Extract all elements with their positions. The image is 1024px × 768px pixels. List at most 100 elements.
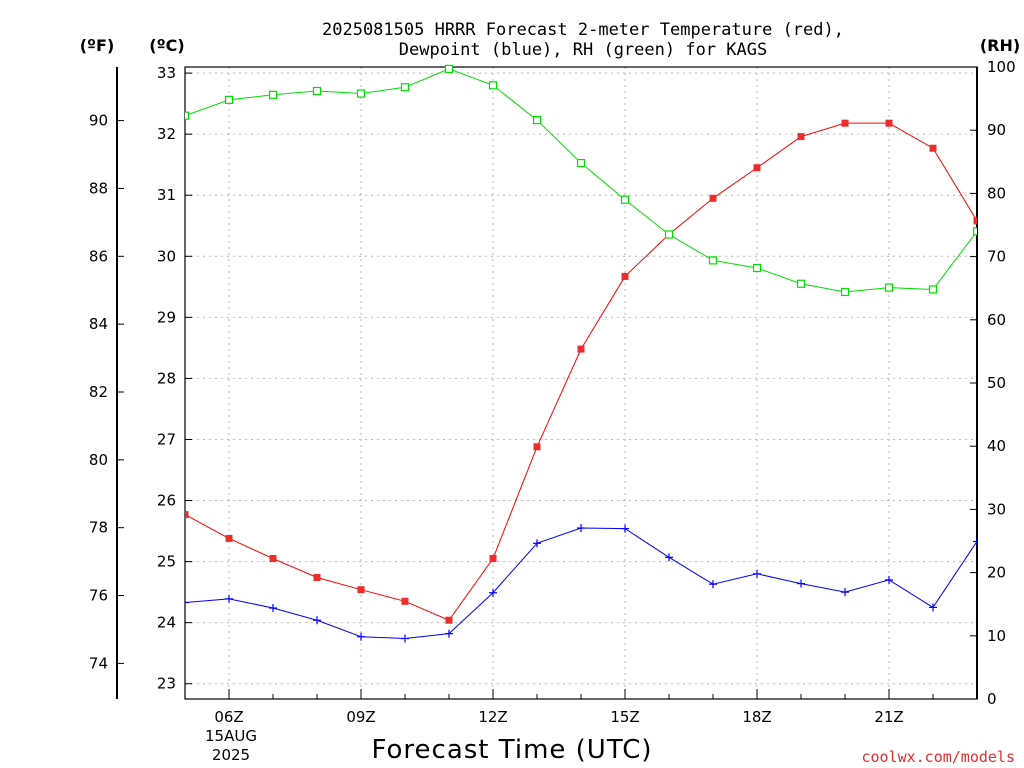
rh-tick-label: 30: [987, 500, 1006, 518]
dewpoint-point: [665, 553, 673, 562]
temperature-point: [885, 119, 893, 127]
rh-point: [708, 256, 718, 265]
rh-point: [884, 283, 894, 292]
dewpoint-point: [885, 575, 893, 584]
celsius-tick-label: 26: [157, 492, 176, 510]
rh-point: [400, 83, 410, 92]
fahrenheit-tick-label: 78: [89, 519, 108, 537]
rh-tick-label: 100: [987, 58, 1016, 76]
celsius-tick-label: 25: [157, 553, 176, 571]
chart-title-line-2: Dewpoint (blue), RH (green) for KAGS: [399, 40, 767, 60]
dewpoint-point: [973, 537, 977, 546]
dewpoint-point: [709, 580, 717, 589]
fahrenheit-tick-label: 76: [89, 587, 108, 605]
rh-point: [840, 287, 850, 297]
dewpoint-point: [269, 604, 277, 613]
celsius-unit-label: (ºC): [149, 36, 184, 55]
rh-point: [444, 64, 454, 73]
dewpoint-point: [489, 588, 497, 597]
axes: 23 24 25 26 27 28 29 30 31 32 33 74 76 78 80 82 84 86 88 90…: [89, 58, 1016, 726]
rh-unit-label: (RH): [980, 36, 1020, 55]
temperature-point: [753, 164, 761, 172]
dewpoint-line: [185, 527, 977, 640]
rh-point: [620, 195, 630, 204]
temperature-line: [185, 122, 977, 621]
rh-point: [312, 86, 322, 96]
celsius-tick-label: 24: [157, 614, 176, 632]
rh-point: [488, 81, 498, 90]
rh-tick-label: 60: [987, 311, 1006, 329]
fahrenheit-tick-label: 74: [89, 654, 108, 672]
rh-point: [224, 95, 234, 104]
dewpoint-point: [797, 579, 805, 588]
temperature-point: [489, 555, 497, 563]
credit-text: coolwx.com/models: [861, 748, 1015, 766]
x-tick-label: 18Z: [742, 708, 771, 726]
dewpoint-point: [577, 524, 585, 533]
temperature-point: [269, 555, 277, 563]
rh-tick-label: 0: [987, 690, 997, 708]
dewpoint-point: [841, 588, 849, 597]
rh-point: [752, 263, 762, 273]
rh-point: [268, 90, 278, 99]
dewpoint-point: [621, 524, 629, 533]
x-tick-label: 06Z: [214, 708, 243, 726]
temperature-point: [445, 616, 453, 624]
dewpoint-point: [357, 632, 365, 641]
dewpoint-point: [929, 603, 937, 612]
rh-tick-label: 40: [987, 437, 1006, 455]
rh-point: [532, 115, 542, 125]
x-tick-label: 09Z: [346, 708, 375, 726]
rh-tick-label: 80: [987, 184, 1006, 202]
temperature-point: [621, 272, 629, 280]
fahrenheit-tick-label: 88: [89, 179, 108, 197]
fahrenheit-tick-label: 86: [89, 247, 108, 265]
date-label-day: 15AUG: [205, 727, 257, 745]
rh-line: [185, 68, 977, 293]
date-label-year: 2025: [212, 746, 250, 764]
celsius-tick-label: 30: [157, 247, 176, 265]
celsius-tick-label: 31: [157, 186, 176, 204]
rh-point: [972, 227, 977, 236]
celsius-tick-label: 32: [157, 125, 176, 143]
celsius-tick-label: 28: [157, 369, 176, 387]
rh-point: [664, 230, 674, 239]
rh-point: [576, 158, 586, 168]
fahrenheit-tick-label: 90: [89, 112, 108, 130]
dewpoint-point: [401, 634, 409, 643]
dewpoint-point: [313, 616, 321, 625]
fahrenheit-tick-label: 84: [89, 315, 108, 333]
temperature-point: [401, 597, 409, 605]
x-tick-label: 15Z: [610, 708, 639, 726]
fahrenheit-tick-label: 80: [89, 451, 108, 469]
dewpoint-point: [225, 594, 233, 603]
temperature-point: [313, 573, 321, 581]
data-series: [185, 64, 977, 643]
dewpoint-point: [753, 569, 761, 578]
rh-tick-label: 70: [987, 248, 1006, 266]
rh-point: [356, 89, 366, 98]
dewpoint-point: [445, 629, 453, 638]
rh-point: [928, 285, 938, 294]
temperature-point: [709, 194, 717, 202]
rh-point: [185, 111, 190, 120]
x-axis-title: Forecast Time (UTC): [371, 735, 652, 765]
rh-tick-label: 50: [987, 374, 1006, 392]
temperature-point: [973, 217, 977, 225]
rh-tick-label: 20: [987, 564, 1006, 582]
temperature-point: [841, 119, 849, 127]
celsius-tick-label: 29: [157, 308, 176, 326]
fahrenheit-unit-label: (ºF): [80, 36, 115, 55]
celsius-tick-label: 33: [157, 64, 176, 82]
temperature-point: [533, 443, 541, 451]
temperature-point: [357, 586, 365, 594]
x-tick-label: 21Z: [874, 708, 903, 726]
temperature-point: [185, 511, 189, 519]
celsius-tick-label: 27: [157, 430, 176, 448]
rh-tick-label: 90: [987, 121, 1006, 139]
temperature-point: [225, 534, 233, 542]
dewpoint-point: [533, 539, 541, 548]
rh-point: [796, 279, 806, 288]
temperature-point: [797, 133, 805, 141]
